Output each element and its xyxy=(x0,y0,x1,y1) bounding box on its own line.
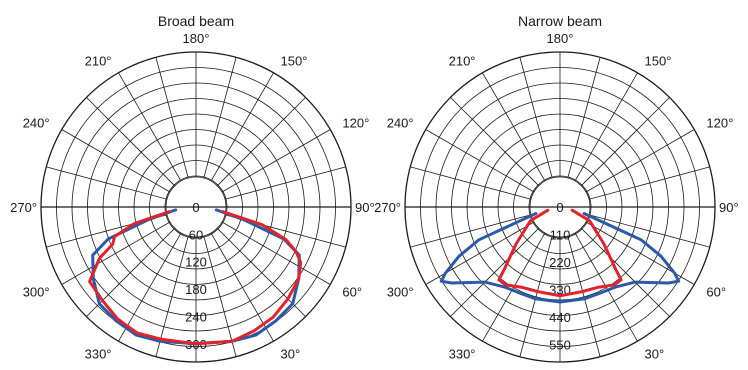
grid-spoke xyxy=(46,166,182,204)
angle-label: 180° xyxy=(547,31,574,46)
grid-spoke xyxy=(482,72,553,194)
radial-tick-label: 550 xyxy=(549,338,571,353)
radial-tick-label: 180 xyxy=(185,282,207,297)
grid-spoke xyxy=(563,221,601,357)
grid-spoke xyxy=(210,166,346,204)
grid-spoke xyxy=(61,214,183,285)
angle-label: 210° xyxy=(449,54,476,69)
grid-spoke xyxy=(209,129,331,200)
angle-label: 150° xyxy=(645,54,672,69)
angle-label: 300° xyxy=(387,285,414,300)
radial-tick-label: 0 xyxy=(192,200,199,215)
grid-spoke xyxy=(209,214,331,285)
grid-spoke xyxy=(155,57,193,193)
grid-spoke xyxy=(567,72,638,194)
grid-spoke xyxy=(570,97,670,197)
grid-spoke xyxy=(118,220,189,342)
angle-label: 30° xyxy=(645,346,665,361)
grid-spoke xyxy=(199,57,237,193)
series-line-red xyxy=(88,210,303,346)
angle-label: 60° xyxy=(342,285,362,300)
grid-spoke xyxy=(203,220,274,342)
angle-label: 90° xyxy=(719,200,739,215)
grid-spoke xyxy=(563,57,601,193)
grid-spoke xyxy=(203,72,274,194)
grid-spoke xyxy=(118,72,189,194)
grid-spoke xyxy=(482,220,553,342)
grid-spoke xyxy=(570,217,670,317)
chart-title: Narrow beam xyxy=(518,13,602,29)
angle-label: 180° xyxy=(183,31,210,46)
angle-label: 270° xyxy=(10,200,37,215)
grid-spoke xyxy=(155,221,193,357)
grid-spoke xyxy=(574,210,710,248)
angle-label: 30° xyxy=(281,346,301,361)
grid-spoke xyxy=(206,217,306,317)
radial-tick-label: 0 xyxy=(556,200,563,215)
chart-title: Broad beam xyxy=(158,13,234,29)
polar-chart-broad-beam: Broad beam 180°150°120°90°60°30°0°330°30… xyxy=(10,13,375,370)
angle-label: 120° xyxy=(342,116,369,131)
angle-label: 240° xyxy=(387,116,414,131)
angle-label: 60° xyxy=(706,285,726,300)
angle-label: 210° xyxy=(85,54,112,69)
angle-label: 330° xyxy=(449,346,476,361)
grid-spoke xyxy=(199,221,237,357)
radial-tick-label: 60 xyxy=(189,227,203,242)
grid-spoke xyxy=(450,217,550,317)
angle-label: 330° xyxy=(85,346,112,361)
grid-spoke xyxy=(410,166,546,204)
grid-spoke xyxy=(450,97,550,197)
grid-spoke xyxy=(574,166,710,204)
grid-spoke xyxy=(573,129,695,200)
angle-label: 120° xyxy=(706,116,733,131)
grid-spoke xyxy=(425,129,547,200)
radial-tick-label: 220 xyxy=(549,255,571,270)
grid-spoke xyxy=(519,57,557,193)
radial-tick-label: 120 xyxy=(185,255,207,270)
angle-label: 90° xyxy=(355,200,375,215)
grid-spoke xyxy=(61,129,183,200)
polar-chart-narrow-beam: Narrow beam 180°150°120°90°60°30°0°330°3… xyxy=(374,13,739,370)
series-line-blue xyxy=(439,212,681,304)
series-line-red xyxy=(497,208,623,298)
radial-tick-label: 110 xyxy=(550,228,571,243)
radial-tick-label: 240 xyxy=(185,309,207,324)
grid-spoke xyxy=(519,221,557,357)
grid-spoke xyxy=(86,97,186,197)
angle-label: 300° xyxy=(23,285,50,300)
angle-label: 150° xyxy=(281,54,308,69)
radial-tick-label: 440 xyxy=(549,310,571,325)
grid-spoke xyxy=(206,97,306,197)
grid-spoke xyxy=(567,220,638,342)
grid-spoke xyxy=(410,210,546,248)
angle-label: 240° xyxy=(23,116,50,131)
angle-label: 270° xyxy=(374,200,401,215)
